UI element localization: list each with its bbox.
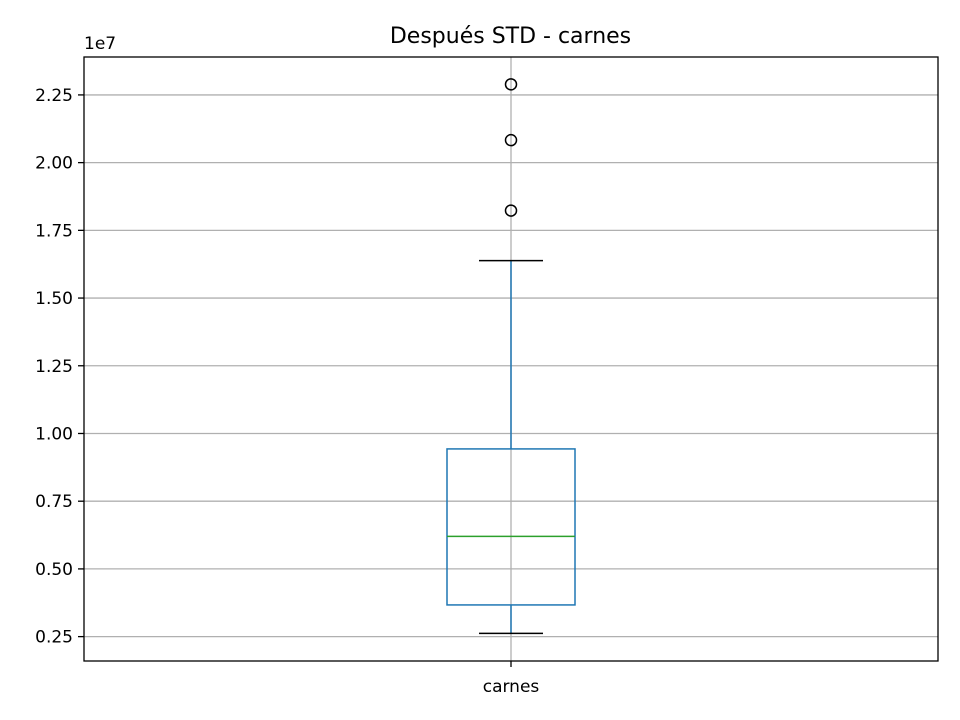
outlier-point	[504, 204, 518, 217]
box-layer	[446, 78, 576, 635]
x-tick-label: carnes	[483, 677, 540, 697]
chart-title: Después STD - carnes	[390, 24, 631, 49]
y-tick-label: 1.75	[35, 221, 73, 241]
y-tick-label: 0.25	[35, 628, 73, 648]
iqr-box	[446, 448, 576, 606]
y-axis-offset-label: 1e7	[84, 34, 116, 54]
y-tick-label: 2.00	[35, 154, 73, 174]
outlier-point	[504, 133, 518, 147]
y-tick-label: 1.50	[35, 289, 73, 309]
y-tick-label: 1.00	[35, 424, 73, 444]
y-tick-label: 1.25	[35, 357, 73, 377]
box-group-carnes	[446, 78, 576, 635]
axes-layer: 0.25 0.50 0.75 1.00 1.25 1.50 1.75 2.00 2.25 carn…	[35, 56, 939, 697]
y-tick-label: 0.50	[35, 560, 73, 580]
outlier-point	[504, 78, 518, 91]
y-tick-label: 0.75	[35, 492, 73, 512]
y-tick-label: 2.25	[35, 86, 73, 106]
